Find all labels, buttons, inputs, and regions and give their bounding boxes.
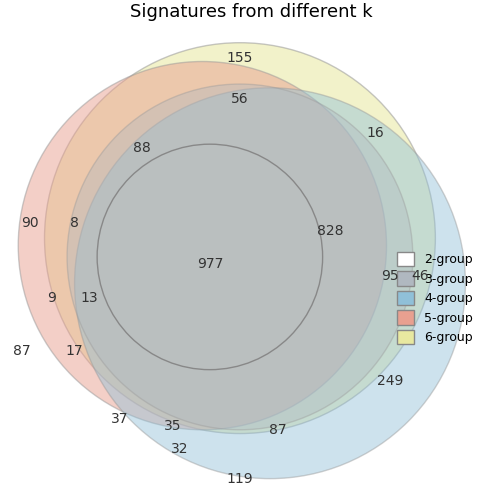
Circle shape xyxy=(44,43,435,433)
Text: 87: 87 xyxy=(269,423,286,437)
Text: 90: 90 xyxy=(21,216,38,230)
Text: 56: 56 xyxy=(231,92,249,106)
Text: 155: 155 xyxy=(227,51,253,65)
Text: 249: 249 xyxy=(377,374,403,388)
Text: 8: 8 xyxy=(70,216,79,230)
Text: 88: 88 xyxy=(134,141,151,155)
Text: 35: 35 xyxy=(163,419,181,433)
Text: 37: 37 xyxy=(111,411,129,425)
Text: 46: 46 xyxy=(411,269,429,283)
Circle shape xyxy=(18,61,387,430)
Title: Signatures from different k: Signatures from different k xyxy=(130,3,372,21)
Text: 119: 119 xyxy=(227,472,253,486)
Circle shape xyxy=(67,84,413,430)
Text: 13: 13 xyxy=(81,291,98,305)
Text: 95: 95 xyxy=(382,269,399,283)
Text: 977: 977 xyxy=(197,258,223,272)
Text: 828: 828 xyxy=(317,224,343,237)
Legend: 2-group, 3-group, 4-group, 5-group, 6-group: 2-group, 3-group, 4-group, 5-group, 6-gr… xyxy=(394,249,475,347)
Text: 17: 17 xyxy=(66,344,83,358)
Text: 32: 32 xyxy=(171,442,188,456)
Text: 16: 16 xyxy=(366,126,384,140)
Circle shape xyxy=(75,88,465,479)
Text: 87: 87 xyxy=(13,344,31,358)
Text: 9: 9 xyxy=(47,291,56,305)
